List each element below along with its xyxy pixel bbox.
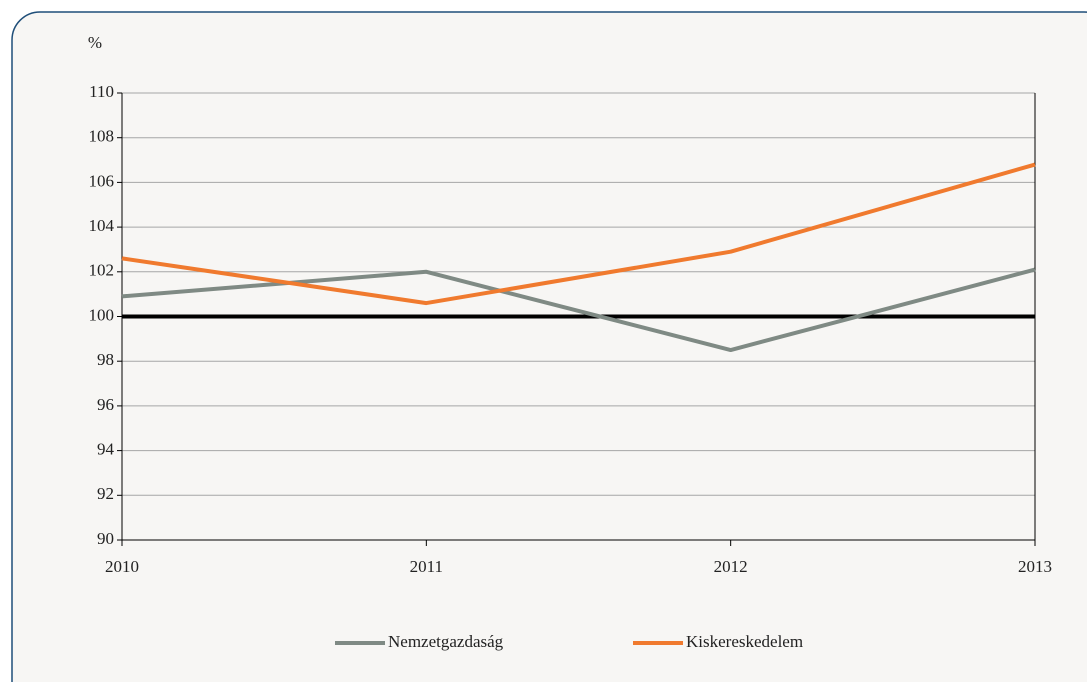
y-tick-label: 90 xyxy=(97,529,114,548)
x-tick-label: 2011 xyxy=(410,557,443,576)
y-tick-label: 98 xyxy=(97,350,114,369)
x-tick-label: 2012 xyxy=(714,557,748,576)
x-tick-label: 2010 xyxy=(105,557,139,576)
legend-label: Kiskereskedelem xyxy=(686,632,803,651)
y-tick-label: 110 xyxy=(89,82,114,101)
y-tick-label: 96 xyxy=(97,395,114,414)
y-tick-label: 92 xyxy=(97,484,114,503)
y-tick-label: 106 xyxy=(89,171,115,190)
series-line xyxy=(121,267,1036,353)
x-tick-label: 2013 xyxy=(1018,557,1052,576)
frame xyxy=(11,11,1087,682)
y-tick-label: 104 xyxy=(89,216,115,235)
y-tick-label: 94 xyxy=(97,440,115,459)
y-tick-label: 108 xyxy=(89,127,115,146)
unit-label: % xyxy=(88,33,102,52)
y-tick-label: 100 xyxy=(89,305,115,324)
legend-label: Nemzetgazdaság xyxy=(388,632,504,651)
y-tick-label: 102 xyxy=(89,261,115,280)
series-line xyxy=(121,162,1036,306)
